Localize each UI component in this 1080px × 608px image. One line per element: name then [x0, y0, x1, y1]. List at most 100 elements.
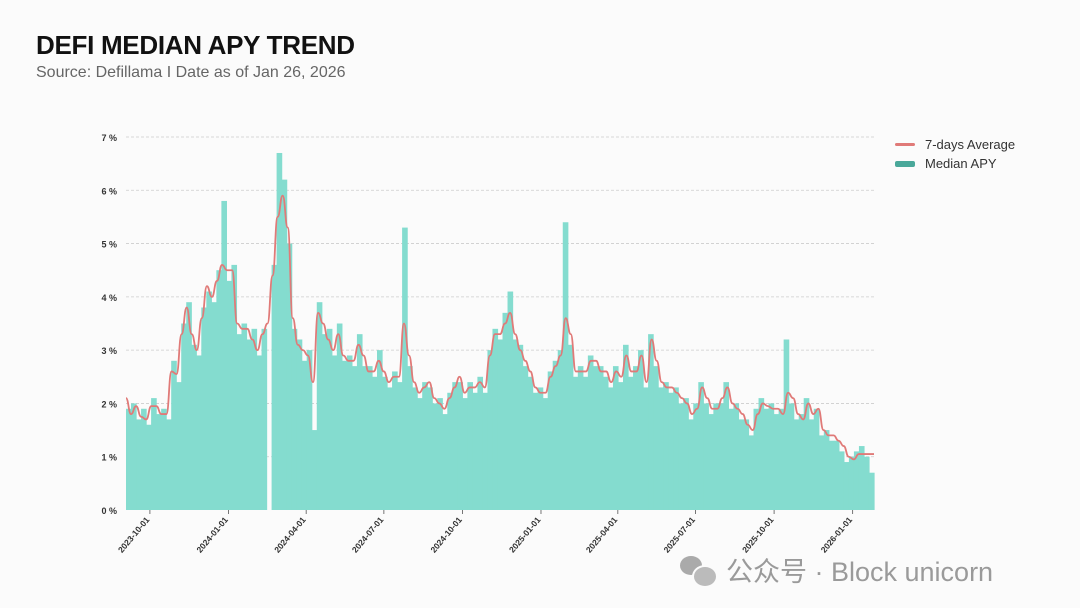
median-apy-bar — [557, 350, 564, 510]
median-apy-bar — [331, 355, 338, 510]
wechat-icon — [680, 555, 718, 588]
x-tick-label: 2025-04-01 — [584, 515, 620, 555]
median-apy-bar — [833, 440, 840, 510]
median-apy-bar — [226, 280, 233, 510]
median-apy-bar — [693, 403, 699, 510]
median-apy-bar — [808, 419, 815, 510]
legend-item-average[interactable]: 7-days Average — [895, 135, 1015, 154]
median-apy-bar — [377, 350, 383, 510]
x-tick-label: 2026-01-01 — [819, 515, 855, 555]
median-apy-bar — [592, 366, 599, 510]
median-apy-bar — [276, 152, 283, 510]
median-apy-bar — [678, 403, 684, 510]
median-apy-bar — [648, 334, 654, 510]
median-apy-bar — [698, 382, 704, 510]
median-apy-bar — [382, 376, 388, 510]
median-apy-bar — [783, 339, 790, 510]
median-apy-bar — [612, 366, 619, 510]
median-apy-bar — [577, 366, 584, 510]
median-apy-bar — [638, 350, 644, 510]
median-apy-bar — [607, 387, 614, 510]
median-apy-bar — [738, 419, 745, 510]
median-apy-bar — [326, 328, 333, 510]
x-axis: 2023-10-01 2024-01-01 2024-04-01 2024-07-01… — [116, 510, 855, 555]
median-apy-bar — [507, 291, 514, 510]
median-apy-bar — [617, 382, 624, 510]
y-axis: 0 % 1 % 2 % 3 % 4 % 5 % 6 % 7 % — [101, 133, 117, 516]
median-apy-bar — [422, 382, 428, 510]
median-apy-bar — [597, 366, 604, 510]
median-apy-bar — [622, 344, 629, 510]
watermark-text: 公众号 · Block unicorn — [726, 557, 994, 587]
y-tick-label: 4 % — [101, 293, 117, 303]
median-apy-bar — [472, 392, 479, 510]
median-apy-bar — [843, 462, 850, 510]
median-apy-bar — [291, 328, 298, 510]
median-apy-bar — [206, 291, 212, 510]
median-apy-bar — [858, 446, 865, 510]
median-apy-bar — [402, 227, 408, 511]
median-apy-bar — [211, 302, 217, 510]
median-apy-bar — [437, 398, 443, 510]
legend-swatch-median — [895, 160, 915, 167]
median-apy-bar — [633, 366, 639, 510]
median-apy-bar — [587, 355, 594, 510]
median-apy-bar — [392, 371, 398, 510]
median-apy-bar — [798, 414, 805, 510]
x-tick-label: 2023-10-01 — [116, 515, 152, 555]
x-tick-label: 2024-07-01 — [350, 515, 386, 555]
median-apy-bar — [161, 408, 167, 510]
median-apy-bar — [442, 414, 448, 510]
y-tick-label: 6 % — [101, 186, 117, 196]
median-apy-bar — [773, 414, 780, 510]
median-apy-bar — [703, 403, 709, 510]
median-apy-bar — [482, 392, 489, 510]
median-apy-bar — [718, 403, 724, 510]
median-apy-bar — [793, 419, 800, 510]
median-apy-bar — [828, 440, 835, 510]
median-apy-bar — [146, 424, 152, 510]
median-apy-bar — [131, 403, 137, 510]
legend: 7-days Average Median APY — [895, 135, 1015, 173]
legend-item-median[interactable]: Median APY — [895, 154, 1015, 173]
median-apy-bar — [251, 328, 258, 510]
median-apy-bar — [537, 387, 544, 510]
median-apy-bar — [186, 302, 192, 510]
median-apy-bar — [863, 456, 870, 510]
median-apy-bar — [286, 243, 293, 511]
median-apy-bar — [748, 435, 755, 510]
median-apy-bar — [271, 264, 278, 510]
x-tick-label: 2024-01-01 — [194, 515, 230, 555]
y-tick-label: 3 % — [101, 346, 117, 356]
median-apy-bar — [467, 382, 473, 510]
median-apy-bar — [813, 408, 820, 510]
median-apy-bar — [427, 387, 433, 510]
median-apy-bar — [728, 408, 735, 510]
median-apy-bar — [763, 408, 770, 510]
x-tick-label: 2025-01-01 — [507, 515, 543, 555]
median-apy-bar — [683, 398, 689, 510]
median-apy-bar — [351, 366, 358, 510]
median-apy-bar — [567, 344, 574, 510]
median-apy-bar — [653, 366, 659, 510]
median-apy-bar — [668, 392, 674, 510]
median-apy-bar — [166, 419, 172, 510]
median-apy-bar — [371, 376, 378, 510]
median-apy-bar — [848, 456, 855, 510]
y-tick-label: 0 % — [101, 506, 117, 516]
median-apy-area — [126, 152, 875, 511]
median-apy-bar — [572, 376, 579, 510]
median-apy-bar — [517, 344, 524, 510]
median-apy-bar — [397, 382, 403, 510]
y-tick-label: 1 % — [101, 453, 117, 463]
median-apy-bar — [412, 387, 418, 510]
median-apy-bar — [341, 360, 348, 510]
median-apy-bar — [462, 398, 468, 510]
legend-swatch-average — [895, 143, 915, 146]
median-apy-bar — [361, 366, 368, 510]
watermark: 公众号 · Block unicorn — [680, 550, 993, 589]
median-apy-bar — [171, 360, 177, 510]
median-apy-bar — [316, 302, 323, 510]
median-apy-bar — [788, 403, 795, 510]
